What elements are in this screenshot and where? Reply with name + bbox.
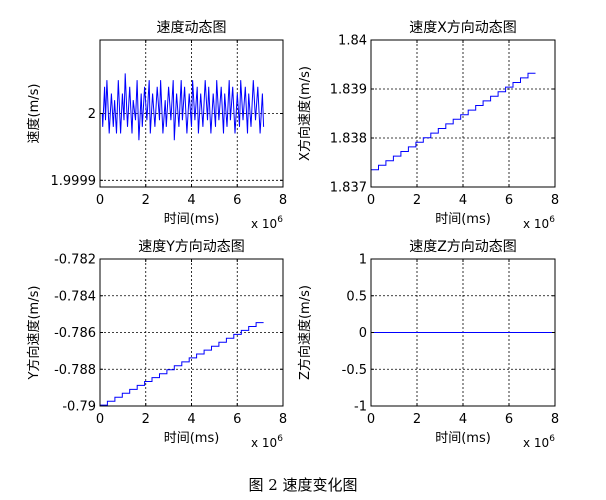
chart-title: 速度Z方向动态图	[409, 239, 517, 255]
x-tick-label: 2	[142, 412, 150, 427]
x-axis-exponent: x 106	[523, 215, 555, 231]
y-tick-label: 1.838	[330, 132, 367, 147]
x-axis-label: 时间(ms)	[164, 212, 220, 227]
y-tick-label: 2	[88, 107, 96, 122]
y-tick-label: 1.839	[330, 83, 367, 98]
x-tick-label: 6	[505, 193, 513, 208]
y-tick-label: -0.786	[54, 326, 96, 341]
y-tick-label: 1	[359, 253, 367, 268]
y-tick-label: 1.84	[338, 34, 367, 49]
x-tick-label: 6	[233, 193, 241, 208]
x-tick-label: 0	[367, 412, 375, 427]
y-tick-label: -0.782	[54, 253, 96, 268]
x-tick-label: 4	[187, 412, 195, 427]
data-series-line	[101, 73, 265, 141]
y-axis-label: X方向速度(m/s)	[297, 66, 313, 161]
x-tick-label: 8	[279, 412, 287, 427]
x-axis-label: 时间(ms)	[164, 431, 220, 446]
x-tick-label: 6	[505, 412, 513, 427]
y-axis-label: Y方向速度(m/s)	[26, 286, 42, 381]
x-tick-label: 8	[551, 412, 559, 427]
x-tick-label: 8	[551, 193, 559, 208]
x-tick-label: 4	[459, 193, 467, 208]
x-axis-label: 时间(ms)	[435, 212, 491, 227]
x-tick-label: 0	[96, 193, 104, 208]
chart-title: 速度Y方向动态图	[138, 239, 245, 255]
y-tick-label: 0.5	[346, 289, 367, 304]
x-tick-label: 4	[459, 412, 467, 427]
y-axis-label: Z方向速度(m/s)	[297, 285, 313, 380]
x-axis-exponent: x 106	[251, 434, 283, 450]
x-tick-label: 6	[233, 412, 241, 427]
chart-title: 速度动态图	[157, 20, 227, 36]
x-axis-exponent: x 106	[523, 434, 555, 450]
x-axis-label: 时间(ms)	[435, 431, 491, 446]
x-tick-label: 0	[96, 412, 104, 427]
x-tick-label: 2	[413, 193, 421, 208]
y-tick-label: -0.5	[342, 363, 367, 378]
figure-caption: 图 2 速度变化图	[248, 476, 358, 494]
x-axis-exponent: x 106	[251, 215, 283, 231]
y-tick-label: -0.79	[62, 400, 96, 415]
y-tick-label: 1.837	[330, 181, 367, 196]
data-series-line	[371, 72, 536, 171]
y-tick-label: 0	[359, 326, 367, 341]
x-tick-label: 2	[142, 193, 150, 208]
y-tick-label: -0.788	[54, 363, 96, 378]
y-tick-label: -0.784	[54, 289, 96, 304]
y-tick-label: -1	[354, 400, 367, 415]
x-tick-label: 4	[187, 193, 195, 208]
chart-title: 速度X方向动态图	[409, 20, 517, 36]
x-tick-label: 8	[279, 193, 287, 208]
y-axis-label: 速度(m/s)	[26, 84, 42, 144]
data-series-line	[100, 322, 264, 406]
x-tick-label: 0	[367, 193, 375, 208]
x-tick-label: 2	[413, 412, 421, 427]
y-tick-label: 1.9999	[51, 174, 97, 189]
panel-3: 0 2 4 6 8 -0.79 -0.788 -0.786 -0.784 -0.782 速度Y方向动…	[26, 239, 287, 450]
